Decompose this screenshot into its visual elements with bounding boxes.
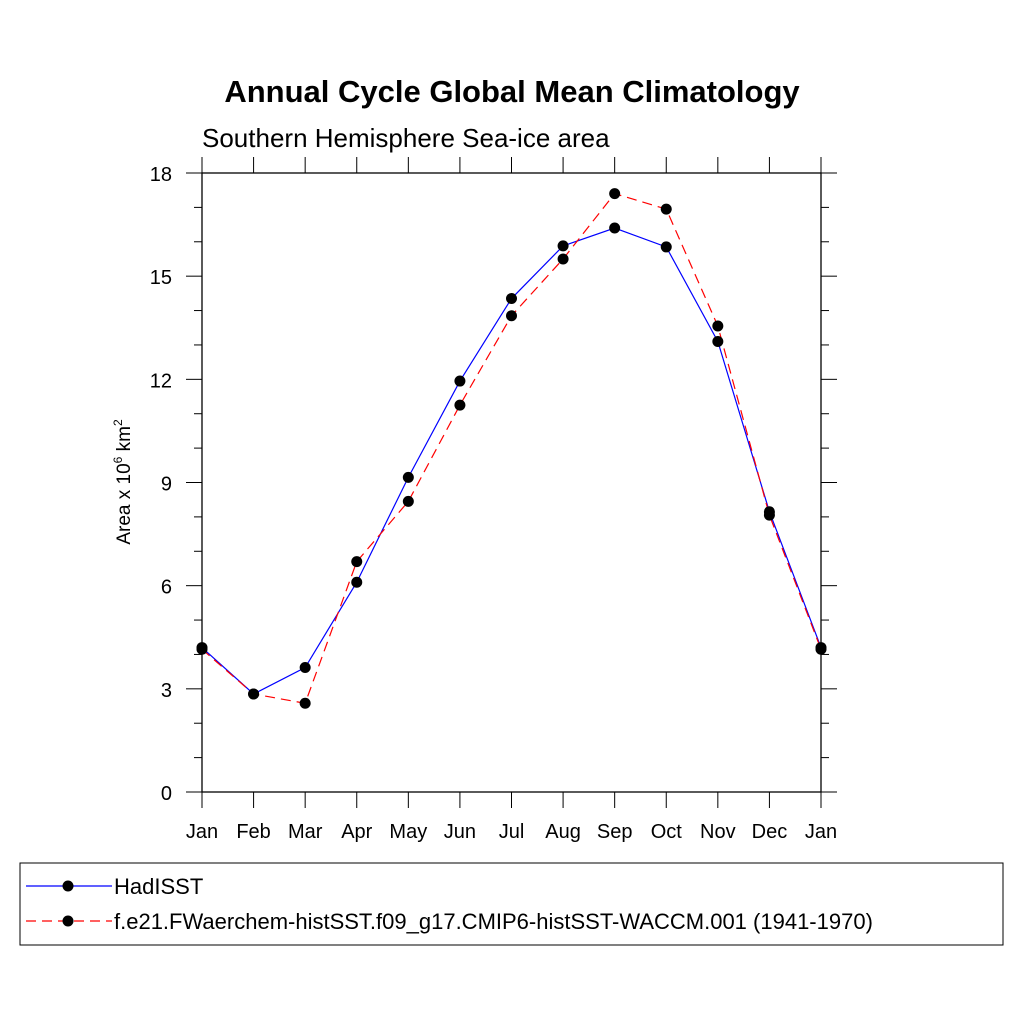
series-1-point (506, 310, 517, 322)
chart-subtitle: Southern Hemisphere Sea-ice area (202, 123, 610, 153)
chart-title: Annual Cycle Global Mean Climatology (224, 74, 800, 109)
x-tick-label: Jun (444, 821, 476, 843)
legend-marker-1 (62, 915, 74, 927)
series-layer (196, 188, 827, 709)
x-tick-label: Sep (597, 821, 633, 843)
y-tick-label: 6 (161, 577, 172, 599)
y-tick-label: 18 (150, 164, 172, 186)
legend: HadISST f.e21.FWaerchem-histSST.f09_g17.C… (19, 862, 1004, 946)
series-0-point (609, 222, 621, 234)
y-axis-label: Area x 106 km2 (111, 419, 135, 545)
x-tick-label: Jan (805, 821, 837, 843)
series-1-point (660, 203, 672, 215)
series-0-point (506, 293, 517, 305)
x-tick-label: Feb (236, 821, 270, 843)
plot-axes: Jan Feb Mar Apr May Jun Jul Aug Sep Oct Nov Dec Jan 0… (150, 157, 837, 843)
series-1-point (299, 697, 311, 709)
x-tick-label: Jan (186, 821, 218, 843)
series-0-point (299, 662, 311, 674)
legend-marker-0 (62, 880, 74, 892)
x-tick-label: Mar (288, 821, 323, 843)
y-tick-label: 12 (150, 370, 172, 392)
legend-label-0: HadISST (114, 874, 203, 899)
series-line-1 (201, 192, 822, 704)
series-0-point (351, 576, 363, 588)
x-tick-label: Aug (545, 821, 581, 843)
series-1-point (248, 688, 260, 700)
series-0-point (712, 336, 724, 348)
x-tick-label: Dec (752, 821, 788, 843)
x-tick-label: Jul (499, 821, 525, 843)
x-tick-label: Oct (651, 821, 683, 843)
y-tick-label: 3 (161, 680, 172, 702)
series-0-point (660, 241, 672, 253)
x-tick-label: Apr (341, 821, 372, 843)
series-1-point (763, 509, 775, 521)
series-1-point (196, 643, 208, 655)
series-0-point (454, 375, 466, 387)
series-1-point (351, 556, 363, 568)
legend-label-1: f.e21.FWaerchem-histSST.f09_g17.CMIP6-hi… (114, 909, 873, 934)
x-tick-label: Nov (700, 821, 736, 843)
series-1-point (557, 253, 569, 265)
series-1-point (402, 495, 414, 507)
legend-box (19, 862, 1004, 946)
series-1-point (815, 643, 827, 655)
series-1-point (609, 188, 621, 200)
y-tick-label: 15 (150, 267, 172, 289)
x-tick-label: May (389, 821, 427, 843)
y-tick-label: 9 (161, 474, 172, 496)
series-0-point (557, 240, 569, 252)
y-tick-label: 0 (161, 783, 172, 805)
series-1-point (454, 399, 466, 411)
series-0-point (402, 471, 414, 483)
series-1-point (712, 320, 724, 332)
plot-frame (201, 172, 822, 793)
